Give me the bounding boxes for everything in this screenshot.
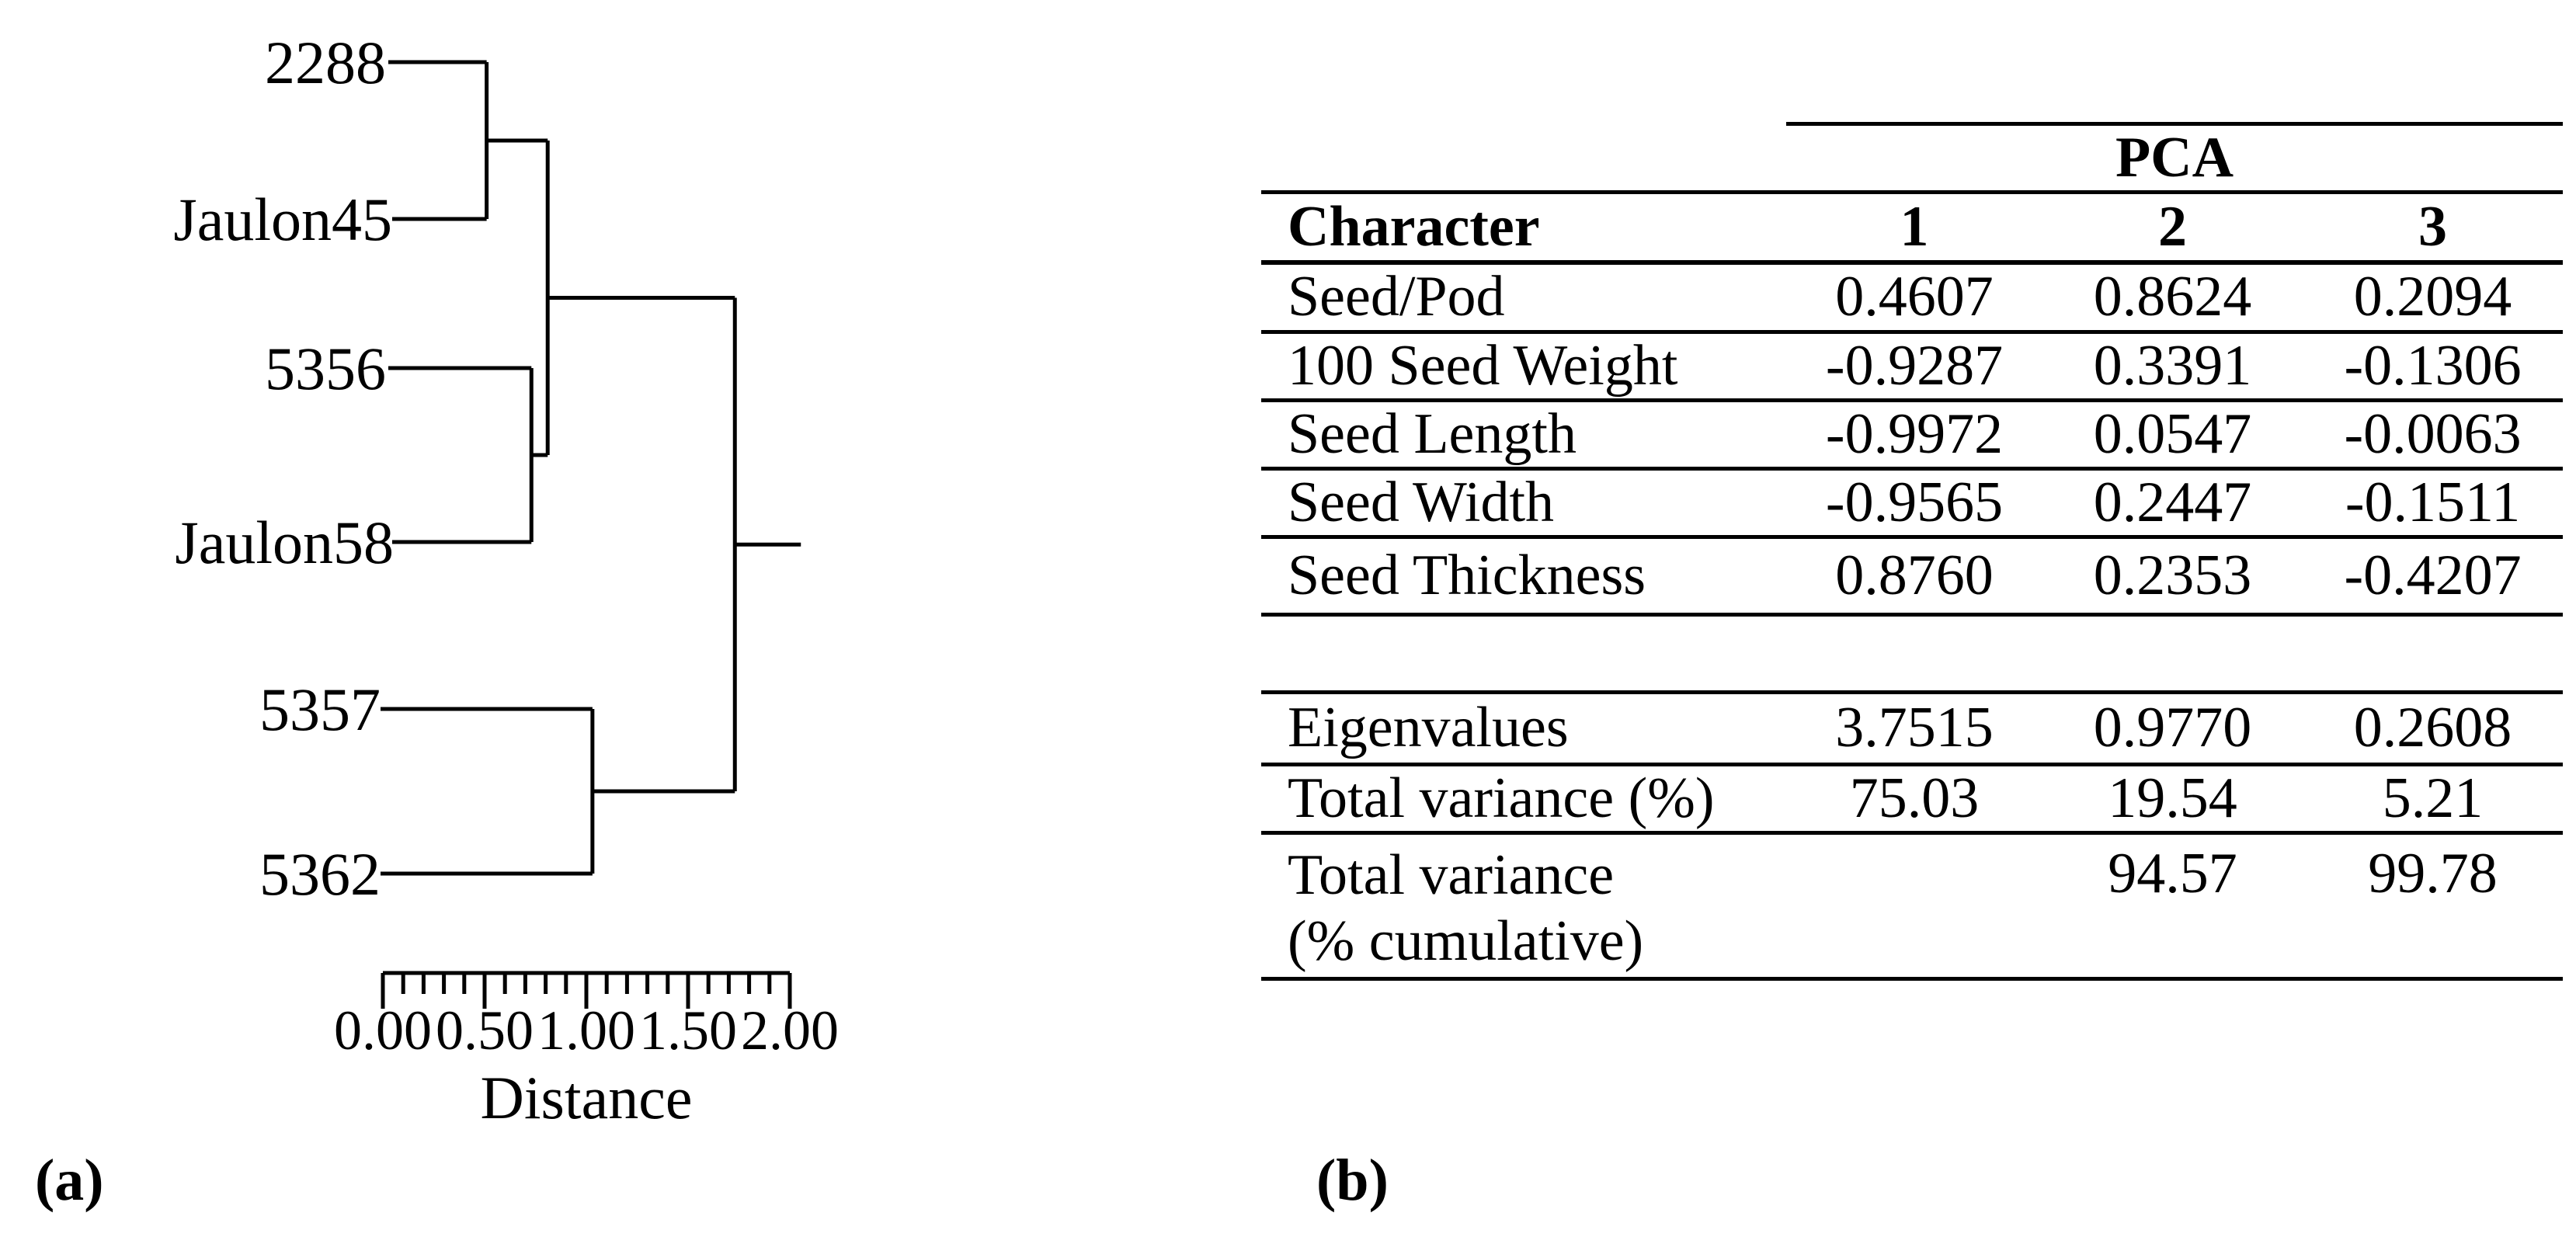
row-label: Seed Width [1261, 468, 1786, 539]
column-header-pc2: 2 [2042, 192, 2303, 265]
cell-pc1 [1786, 832, 2042, 981]
dendrogram-panel: 2288 Jaulon45 5356 Jaulon58 5357 5362 0.… [173, 29, 839, 1131]
cell-pc1: 3.7515 [1786, 692, 2042, 766]
table-row: Seed Thickness 0.8760 0.2353 -0.4207 [1261, 537, 2564, 617]
row-label: 100 Seed Weight [1261, 332, 1786, 402]
row-label: Total variance (%) [1261, 764, 1786, 835]
empty-corner-cell [1261, 123, 1786, 194]
row-label: Seed Length [1261, 400, 1786, 471]
column-header-character: Character [1261, 192, 1786, 265]
cell-pc2: 0.2353 [2042, 537, 2303, 617]
pca-group-header-row: PCA [1261, 122, 2564, 194]
cumulative-label-line2: (% cumulative) [1288, 909, 1644, 974]
axis-tick-label-0: 0.00 [334, 999, 432, 1062]
leaf-label-5: 5357 [259, 676, 381, 743]
cell-pc2: 0.0547 [2042, 400, 2303, 471]
leaf-label-4: Jaulon58 [175, 509, 394, 576]
cell-pc3: -0.4207 [2303, 537, 2564, 617]
table-row: Seed Width -0.9565 0.2447 -0.1511 [1261, 468, 2564, 539]
cell-pc2: 0.8624 [2042, 262, 2303, 334]
cumulative-row: Total variance (% cumulative) 94.57 99.7… [1261, 832, 2564, 981]
leaf-label-1: 2288 [265, 29, 386, 96]
cell-pc1: -0.9565 [1786, 468, 2042, 539]
row-label: Total variance (% cumulative) [1261, 832, 1786, 981]
cell-pc2: 94.57 [2042, 832, 2303, 981]
table-row: Total variance (%) 75.03 19.54 5.21 [1261, 764, 2564, 835]
panel-b-label: (b) [1316, 1148, 1389, 1213]
cell-pc3: 5.21 [2303, 764, 2564, 835]
column-header-pc3: 3 [2303, 192, 2564, 265]
row-label: Seed/Pod [1261, 262, 1786, 334]
table-row: 100 Seed Weight -0.9287 0.3391 -0.1306 [1261, 332, 2564, 402]
cell-pc1: 75.03 [1786, 764, 2042, 835]
cell-pc3: 0.2608 [2303, 692, 2564, 766]
distance-axis: 0.00 0.50 1.00 1.50 2.00 Distance [334, 999, 839, 1131]
row-label: Eigenvalues [1261, 692, 1786, 766]
pca-group-header: PCA [1786, 122, 2564, 194]
cell-pc2: 0.3391 [2042, 332, 2303, 402]
table-row: Seed/Pod 0.4607 0.8624 0.2094 [1261, 262, 2564, 334]
leaf-label-3: 5356 [265, 335, 386, 402]
dendrogram-leaf-labels: 2288 Jaulon45 5356 Jaulon58 5357 5362 [173, 29, 394, 908]
axis-tick-label-2: 1.00 [537, 999, 635, 1062]
leaf-label-2: Jaulon45 [173, 186, 392, 253]
cell-pc2: 0.9770 [2042, 692, 2303, 766]
cell-pc1: 0.4607 [1786, 262, 2042, 334]
leaf-label-6: 5362 [259, 840, 381, 908]
column-header-row: Character 1 2 3 [1261, 192, 2564, 265]
cell-pc2: 0.2447 [2042, 468, 2303, 539]
axis-tick-label-3: 1.50 [639, 999, 737, 1062]
cell-pc3: -0.1306 [2303, 332, 2564, 402]
spacer-row [1261, 614, 2564, 694]
cell-pc3: -0.1511 [2303, 468, 2564, 539]
table-row: Eigenvalues 3.7515 0.9770 0.2608 [1261, 692, 2564, 766]
cell-pc1: -0.9972 [1786, 400, 2042, 471]
column-header-pc1: 1 [1786, 192, 2042, 265]
axis-tick-label-1: 0.50 [436, 999, 534, 1062]
panel-a-label: (a) [35, 1148, 104, 1213]
spacer-cell [1261, 614, 2564, 694]
cell-pc3: 99.78 [2303, 832, 2564, 981]
dendrogram-lines [381, 60, 801, 1009]
row-label: Seed Thickness [1261, 537, 1786, 617]
cell-pc2: 19.54 [2042, 764, 2303, 835]
cell-pc1: 0.8760 [1786, 537, 2042, 617]
axis-tick-label-4: 2.00 [741, 999, 839, 1062]
table-row: Seed Length -0.9972 0.0547 -0.0063 [1261, 400, 2564, 471]
cell-pc3: -0.0063 [2303, 400, 2564, 471]
cumulative-label-line1: Total variance [1288, 843, 1615, 907]
axis-title: Distance [481, 1064, 693, 1131]
cell-pc3: 0.2094 [2303, 262, 2564, 334]
cell-pc1: -0.9287 [1786, 332, 2042, 402]
pca-table: PCA Character 1 2 3 Seed/Pod 0.4607 0.86… [1261, 122, 2564, 981]
